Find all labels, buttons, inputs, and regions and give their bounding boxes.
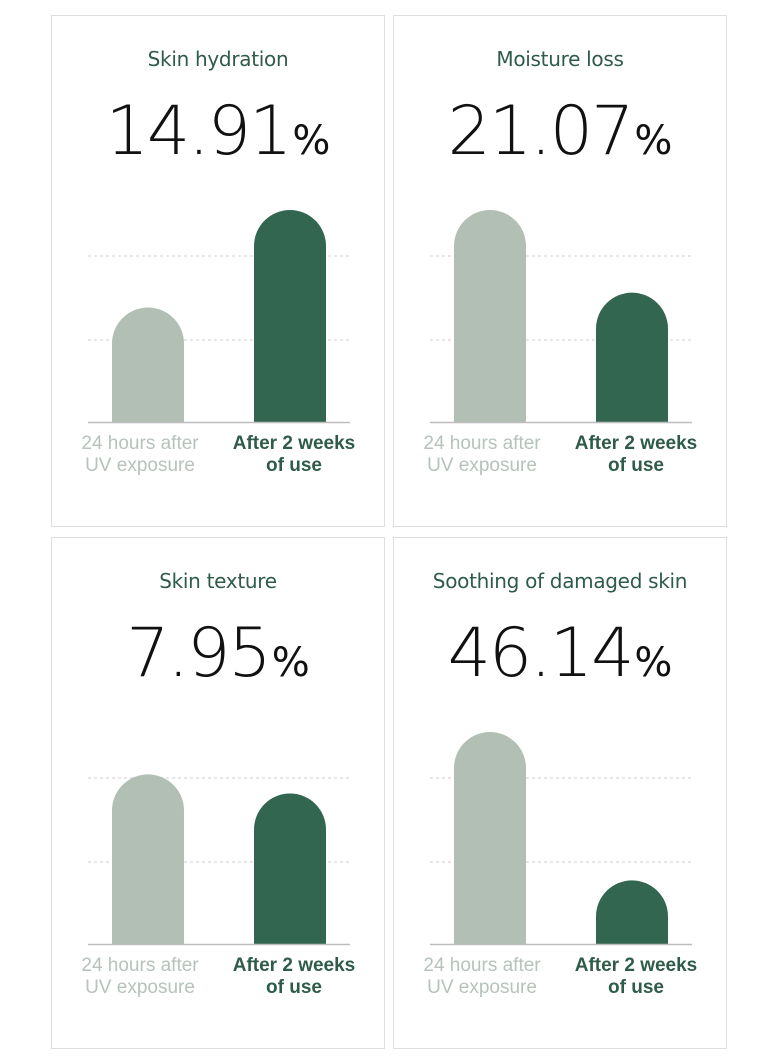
category-label-line: of use [608, 977, 664, 998]
chart-panel-skin-texture: Skin texture 7.95% 24 hours after UV expo… [51, 537, 385, 1049]
category-label-line: UV exposure [427, 455, 537, 476]
category-label-after: After 2 weeks of use [214, 955, 374, 999]
chart-title: Moisture loss [496, 47, 624, 71]
category-label-line: After 2 weeks [232, 433, 356, 454]
bar-plot [88, 210, 350, 424]
category-label-line: of use [266, 977, 322, 998]
bar-after [254, 793, 326, 944]
bar-plot [88, 774, 350, 946]
category-label-line: 24 hours after [81, 433, 199, 454]
bar-after [596, 880, 668, 944]
category-label-after: After 2 weeks of use [214, 433, 374, 477]
category-label-line: After 2 weeks [574, 955, 698, 976]
highlight-value: 46.14% [394, 620, 726, 688]
bar-before [112, 307, 184, 422]
chart-panel-soothing: Soothing of damaged skin 46.14% 24 hours… [393, 537, 727, 1049]
highlight-number: 14.91 [105, 92, 293, 171]
category-label-before: 24 hours after UV exposure [402, 955, 562, 999]
category-label-before: 24 hours after UV exposure [60, 955, 220, 999]
category-label-before: 24 hours after UV exposure [60, 433, 220, 477]
bar-plot [430, 732, 692, 946]
highlight-unit: % [292, 118, 331, 164]
highlight-number: 7.95 [126, 614, 271, 693]
chart-title: Skin hydration [147, 47, 289, 71]
category-label-line: UV exposure [427, 977, 537, 998]
category-label-line: of use [608, 455, 664, 476]
chart-title: Skin texture [159, 569, 277, 593]
chart-title: Soothing of damaged skin [432, 569, 688, 593]
category-label-line: UV exposure [85, 977, 195, 998]
category-label-line: 24 hours after [423, 433, 541, 454]
bar-before [454, 732, 526, 944]
chart-panel-moisture-loss: Moisture loss 21.07% 24 hours after UV ex… [393, 15, 727, 527]
category-label-line: After 2 weeks [232, 955, 356, 976]
bar-before [112, 774, 184, 944]
highlight-value: 7.95% [52, 620, 384, 688]
category-label-line: 24 hours after [423, 955, 541, 976]
bar-after [254, 210, 326, 422]
highlight-value: 14.91% [52, 98, 384, 166]
bar-plot [430, 210, 692, 424]
highlight-number: 21.07 [447, 92, 635, 171]
highlight-unit: % [634, 118, 673, 164]
highlight-value: 21.07% [394, 98, 726, 166]
chart-panel-skin-hydration: Skin hydration 14.91% 24 hours after UV e… [51, 15, 385, 527]
category-label-line: After 2 weeks [574, 433, 698, 454]
category-label-line: of use [266, 455, 322, 476]
category-label-after: After 2 weeks of use [556, 955, 716, 999]
bar-before [454, 210, 526, 422]
category-label-after: After 2 weeks of use [556, 433, 716, 477]
highlight-number: 46.14 [447, 614, 635, 693]
bar-after [596, 292, 668, 422]
category-label-before: 24 hours after UV exposure [402, 433, 562, 477]
highlight-unit: % [634, 640, 673, 686]
category-label-line: UV exposure [85, 455, 195, 476]
category-label-line: 24 hours after [81, 955, 199, 976]
highlight-unit: % [271, 640, 310, 686]
